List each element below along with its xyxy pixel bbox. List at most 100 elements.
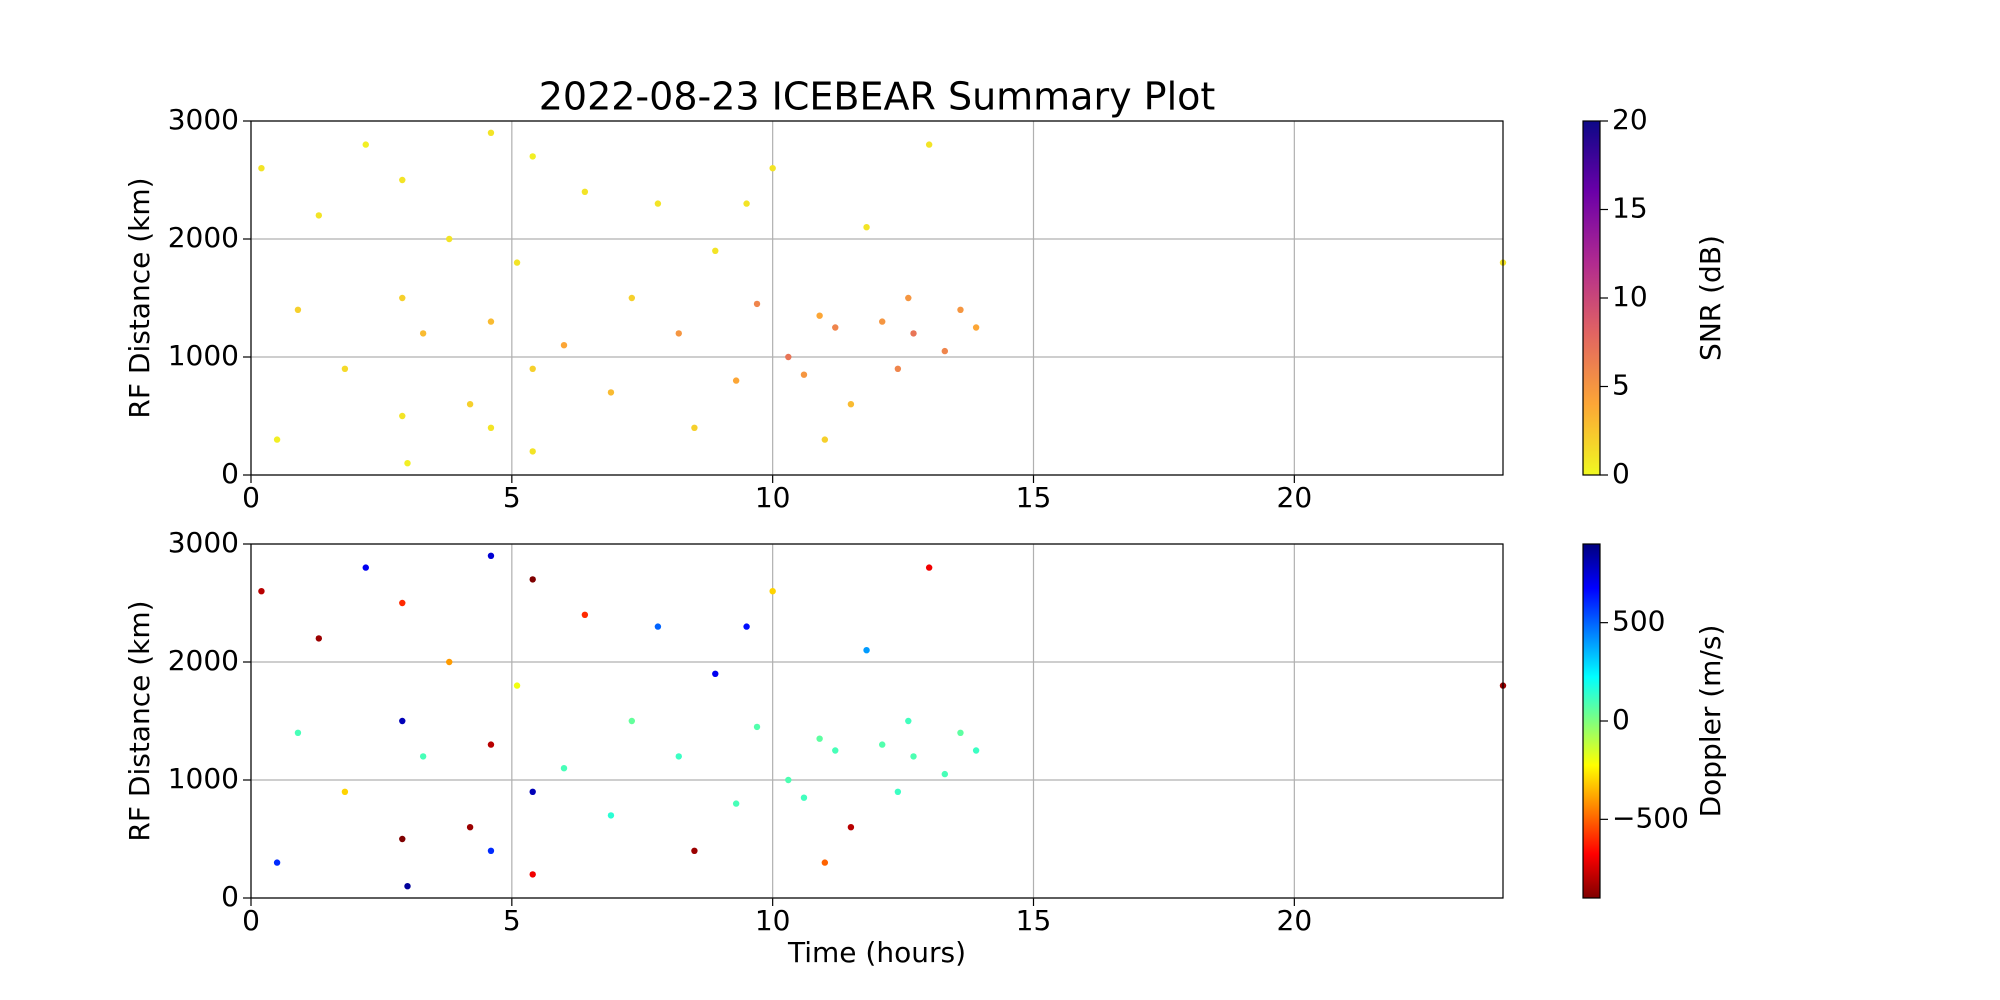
- colorbar: [1582, 120, 1601, 476]
- scatter-point: [419, 753, 427, 760]
- scatter-point: [628, 717, 636, 725]
- plot-frame: [250, 120, 1504, 476]
- y-tick-label: 0: [221, 457, 239, 490]
- scatter-point: [712, 670, 719, 677]
- scatter-point: [654, 200, 662, 207]
- scatter-point: [847, 401, 855, 408]
- scatter-point: [785, 353, 792, 361]
- y-tick-label: 3000: [168, 103, 239, 136]
- scatter-point: [258, 588, 265, 595]
- scatter-point: [816, 312, 823, 319]
- scatter-point: [743, 200, 750, 207]
- scatter-point: [341, 788, 349, 795]
- chart-title: 2022-08-23 ICEBEAR Summary Plot: [539, 75, 1216, 119]
- scatter-point: [910, 753, 917, 760]
- colorbar-tick-label: 500: [1612, 605, 1665, 638]
- scatter-point: [294, 306, 302, 313]
- scatter-point: [529, 576, 536, 583]
- scatter-point: [399, 176, 406, 184]
- scatter-point: [675, 753, 682, 760]
- y-tick-label: 0: [221, 880, 239, 913]
- scatter-point: [404, 460, 411, 467]
- x-axis-label: Time (hours): [787, 936, 966, 969]
- scatter-point: [487, 741, 495, 748]
- scatter-point: [785, 776, 792, 784]
- colorbar-tick-label: 5: [1612, 369, 1630, 402]
- scatter-point: [487, 847, 495, 854]
- scatter-point: [957, 306, 964, 313]
- scatter-point: [910, 330, 917, 337]
- colorbar-tick-label: 10: [1612, 280, 1648, 313]
- scatter-point: [743, 623, 750, 630]
- scatter-point: [466, 401, 474, 408]
- scatter-point: [879, 318, 886, 325]
- scatter-point: [894, 365, 902, 372]
- y-axis-label: RF Distance (km): [123, 177, 156, 418]
- y-axis-label: RF Distance (km): [123, 600, 156, 841]
- scatter-point: [513, 682, 521, 689]
- colorbar-tick-label: 0: [1612, 457, 1630, 490]
- scatter-point: [399, 835, 406, 843]
- colorbar-tick-label: 15: [1612, 192, 1648, 225]
- scatter-point: [529, 788, 536, 795]
- scatter-point: [800, 794, 808, 801]
- scatter-point: [675, 330, 682, 337]
- scatter-point: [315, 635, 323, 642]
- scatter-point: [894, 788, 902, 795]
- x-tick-label: 20: [1277, 481, 1313, 514]
- scatter-point: [905, 717, 912, 725]
- x-tick-label: 10: [755, 904, 791, 937]
- scatter-point: [732, 800, 740, 807]
- scatter-point: [832, 324, 839, 331]
- scatter-point: [925, 564, 933, 571]
- y-tick-label: 2000: [168, 644, 239, 677]
- scatter-point: [258, 165, 265, 172]
- scatter-point: [753, 723, 761, 731]
- colorbar-tick-label: −500: [1612, 801, 1689, 834]
- scatter-point: [581, 188, 589, 195]
- scatter-point: [753, 300, 761, 308]
- y-tick-label: 1000: [168, 339, 239, 372]
- scatter-point: [404, 883, 411, 890]
- scatter-point: [419, 330, 427, 337]
- scatter-point: [832, 747, 839, 754]
- scatter-point: [863, 224, 870, 231]
- y-tick-label: 2000: [168, 221, 239, 254]
- scatter-point: [487, 424, 495, 431]
- scatter-point: [925, 141, 933, 148]
- x-tick-label: 5: [503, 481, 521, 514]
- scatter-point: [769, 165, 776, 172]
- scatter-point: [446, 235, 453, 243]
- scatter-point: [581, 611, 589, 618]
- scatter-point: [957, 729, 964, 736]
- scatter-point: [821, 859, 829, 866]
- x-tick-label: 20: [1277, 904, 1313, 937]
- scatter-point: [691, 424, 698, 431]
- scatter-point: [513, 259, 521, 266]
- scatter-point: [399, 717, 406, 725]
- scatter-point: [972, 324, 980, 331]
- scatter-point: [487, 318, 495, 325]
- scatter-point: [560, 765, 568, 772]
- scatter-point: [399, 412, 406, 420]
- scatter-point: [362, 141, 369, 148]
- x-tick-label: 5: [503, 904, 521, 937]
- scatter-point: [529, 871, 536, 878]
- scatter-point: [362, 564, 369, 571]
- scatter-point: [529, 448, 536, 455]
- scatter-point: [399, 294, 406, 302]
- scatter-point: [769, 588, 776, 595]
- scatter-point: [294, 729, 302, 736]
- scatter-point: [847, 824, 855, 831]
- x-tick-label: 0: [242, 904, 260, 937]
- scatter-point: [341, 365, 349, 372]
- scatter-point: [315, 212, 323, 219]
- scatter-point: [972, 747, 980, 754]
- scatter-point: [816, 735, 823, 742]
- scatter-point: [607, 812, 615, 819]
- scatter-point: [712, 247, 719, 254]
- scatter-point: [529, 365, 536, 372]
- scatter-point: [487, 552, 495, 559]
- scatter-point: [273, 436, 281, 443]
